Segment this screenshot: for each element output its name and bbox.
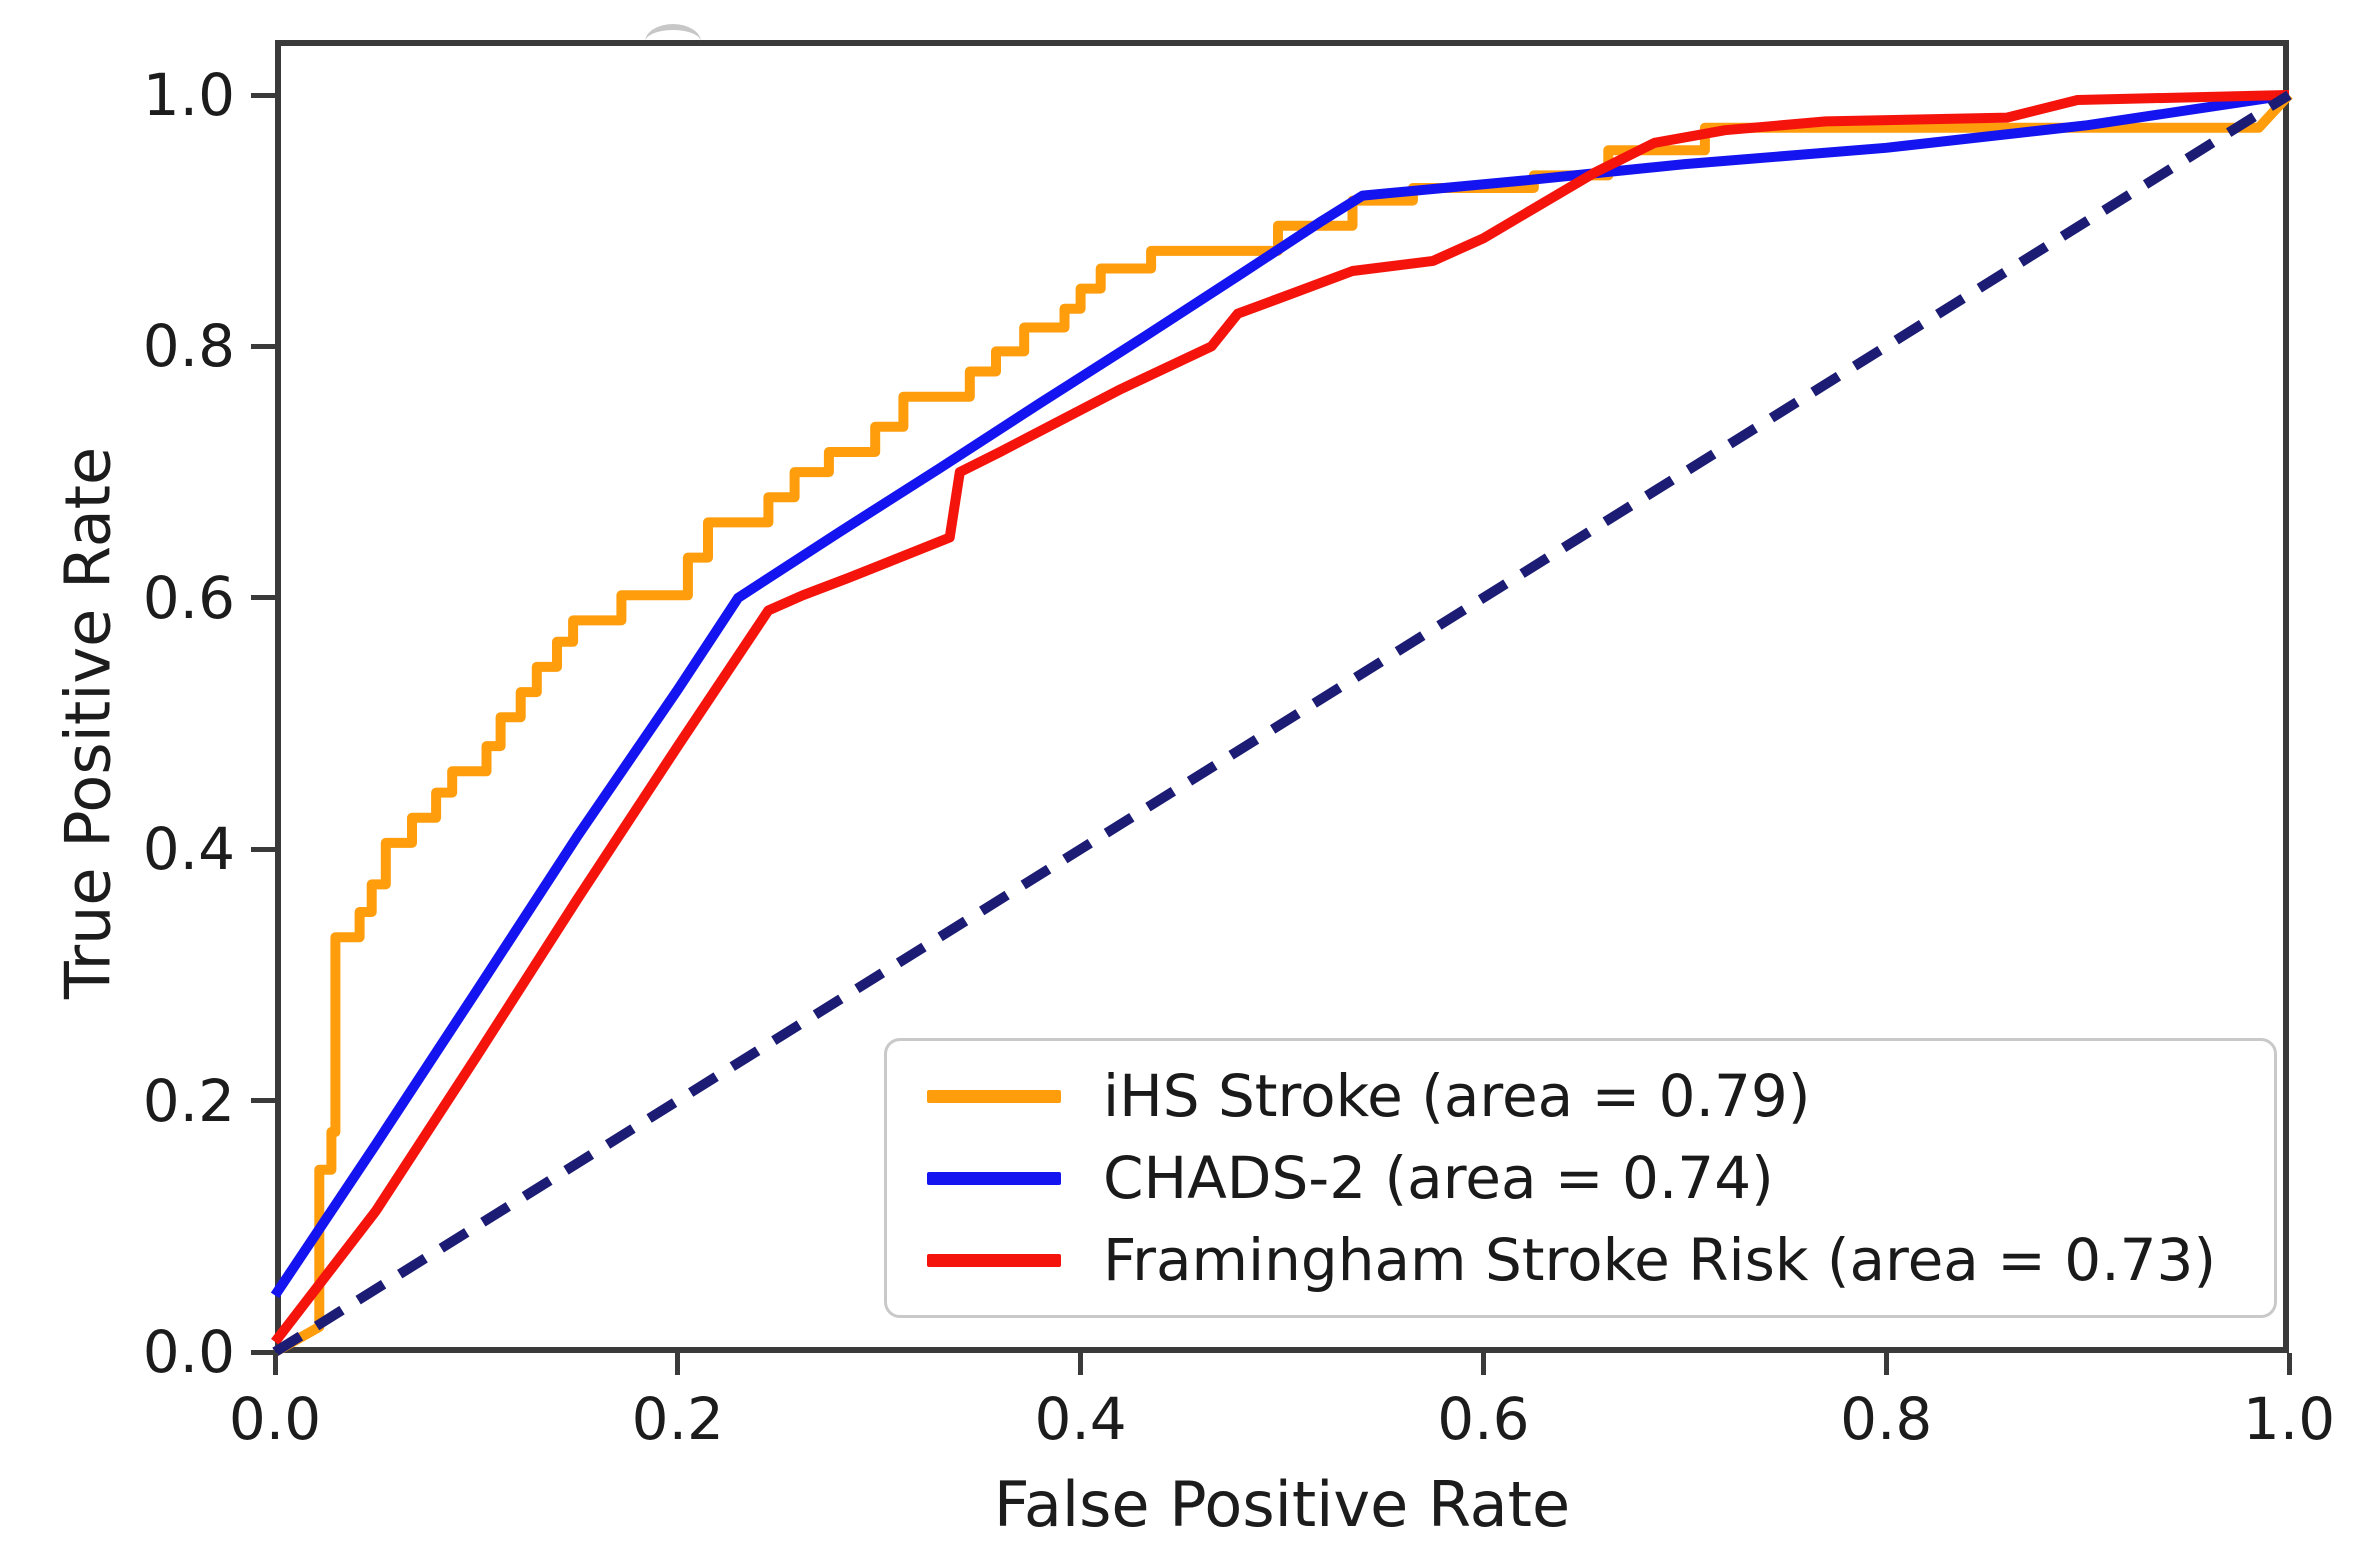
y-tick-mark [251,92,275,98]
x-tick-mark [1480,1353,1486,1375]
x-tick-mark [272,1353,278,1375]
x-tick-label: 0.8 [1840,1385,1933,1453]
legend-box: iHS Stroke (area = 0.79) CHADS-2 (area =… [884,1038,2277,1318]
legend-swatch-ihs-stroke [927,1089,1061,1103]
x-tick-mark [675,1353,681,1375]
x-tick-label: 0.4 [1034,1385,1127,1453]
y-tick-label: 0.4 [142,815,235,884]
y-tick-mark [251,1349,275,1355]
y-tick-mark [251,1098,275,1104]
legend-label-ihs-stroke: iHS Stroke (area = 0.79) [1103,1062,1811,1130]
x-axis-label: False Positive Rate [993,1468,1571,1541]
legend-swatch-framingham [927,1253,1061,1267]
curve-framingham-stroke-risk [271,90,2290,1345]
y-tick-label: 1.0 [142,61,235,129]
curve-ihs-stroke [272,91,2293,1357]
x-tick-label: 0.6 [1437,1385,1530,1453]
y-tick-label: 0.0 [142,1318,235,1386]
legend-label-framingham: Framingham Stroke Risk (area = 0.73) [1103,1226,2217,1294]
y-tick-label: 0.8 [142,312,235,381]
legend-entry-framingham: Framingham Stroke Risk (area = 0.73) [913,1226,2248,1294]
y-tick-mark [251,343,275,349]
plot-area-frame [275,40,2289,1353]
legend-swatch-chads-2 [927,1171,1061,1185]
x-tick-mark [1883,1353,1889,1375]
x-tick-label: 1.0 [2242,1385,2336,1453]
x-tick-mark [1078,1353,1084,1375]
curve-chads-2 [270,90,2290,1299]
x-tick-label: 0.0 [228,1385,322,1453]
x-tick-label: 0.2 [631,1385,724,1453]
legend-label-chads-2: CHADS-2 (area = 0.74) [1103,1144,1774,1212]
y-tick-label: 0.6 [142,563,235,632]
y-tick-mark [251,846,275,852]
x-tick-mark [2286,1353,2292,1375]
legend-entry-chads-2: CHADS-2 (area = 0.74) [913,1144,2248,1212]
curve-chance-diagonal [272,90,2292,1357]
y-tick-label: 0.2 [142,1066,235,1135]
y-tick-mark [251,595,275,601]
legend-entry-ihs-stroke: iHS Stroke (area = 0.79) [913,1062,2248,1130]
y-axis-label: True Positive Rate [51,446,125,1000]
smudge-artifact [645,24,701,42]
